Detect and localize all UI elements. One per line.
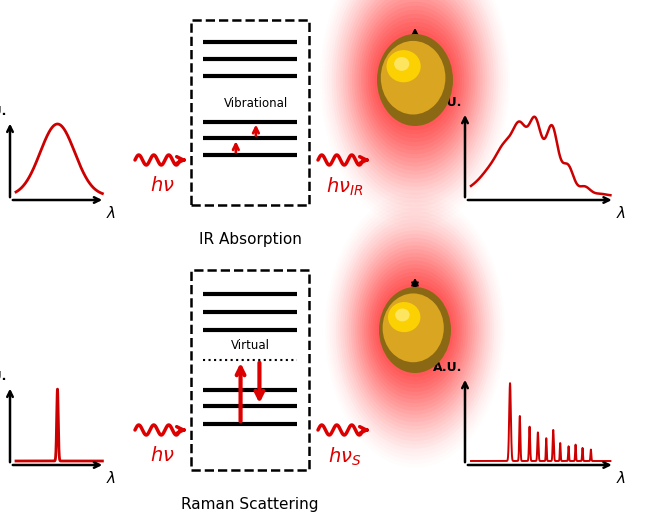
Ellipse shape bbox=[374, 30, 455, 130]
Ellipse shape bbox=[379, 287, 451, 373]
Ellipse shape bbox=[374, 279, 455, 381]
Ellipse shape bbox=[381, 41, 445, 114]
Ellipse shape bbox=[368, 268, 462, 392]
Ellipse shape bbox=[361, 6, 469, 155]
Ellipse shape bbox=[383, 293, 444, 362]
Text: IR Absorption: IR Absorption bbox=[198, 232, 302, 247]
Polygon shape bbox=[191, 20, 309, 205]
Text: $h\nu_{S}$: $h\nu_{S}$ bbox=[328, 446, 362, 468]
Ellipse shape bbox=[394, 57, 410, 71]
Polygon shape bbox=[191, 270, 309, 470]
Text: $h\nu$: $h\nu$ bbox=[150, 176, 174, 195]
Text: A.U.: A.U. bbox=[433, 96, 462, 109]
Ellipse shape bbox=[388, 302, 421, 332]
Text: Raman Scattering: Raman Scattering bbox=[181, 497, 318, 512]
Ellipse shape bbox=[365, 14, 464, 146]
Text: A.U.: A.U. bbox=[0, 370, 7, 383]
Text: A.U.: A.U. bbox=[433, 361, 462, 374]
Text: Vibrational: Vibrational bbox=[224, 97, 288, 110]
Ellipse shape bbox=[364, 260, 466, 399]
Ellipse shape bbox=[377, 283, 453, 377]
Ellipse shape bbox=[366, 264, 464, 396]
Ellipse shape bbox=[377, 34, 453, 126]
Text: Virtual: Virtual bbox=[231, 339, 270, 352]
Ellipse shape bbox=[361, 257, 468, 404]
Ellipse shape bbox=[359, 2, 471, 158]
Ellipse shape bbox=[368, 18, 462, 142]
Text: $h\nu$: $h\nu$ bbox=[150, 446, 174, 465]
Ellipse shape bbox=[395, 309, 410, 322]
Text: λ: λ bbox=[617, 206, 625, 221]
Text: λ: λ bbox=[107, 206, 116, 221]
Text: $h\nu_{IR}$: $h\nu_{IR}$ bbox=[326, 176, 364, 198]
Ellipse shape bbox=[363, 10, 467, 150]
Ellipse shape bbox=[372, 26, 458, 134]
Ellipse shape bbox=[370, 272, 460, 388]
Text: λ: λ bbox=[107, 471, 116, 486]
Ellipse shape bbox=[372, 276, 458, 384]
Ellipse shape bbox=[370, 22, 460, 138]
Text: A.U.: A.U. bbox=[0, 105, 7, 118]
Text: λ: λ bbox=[617, 471, 625, 486]
Ellipse shape bbox=[387, 50, 421, 82]
